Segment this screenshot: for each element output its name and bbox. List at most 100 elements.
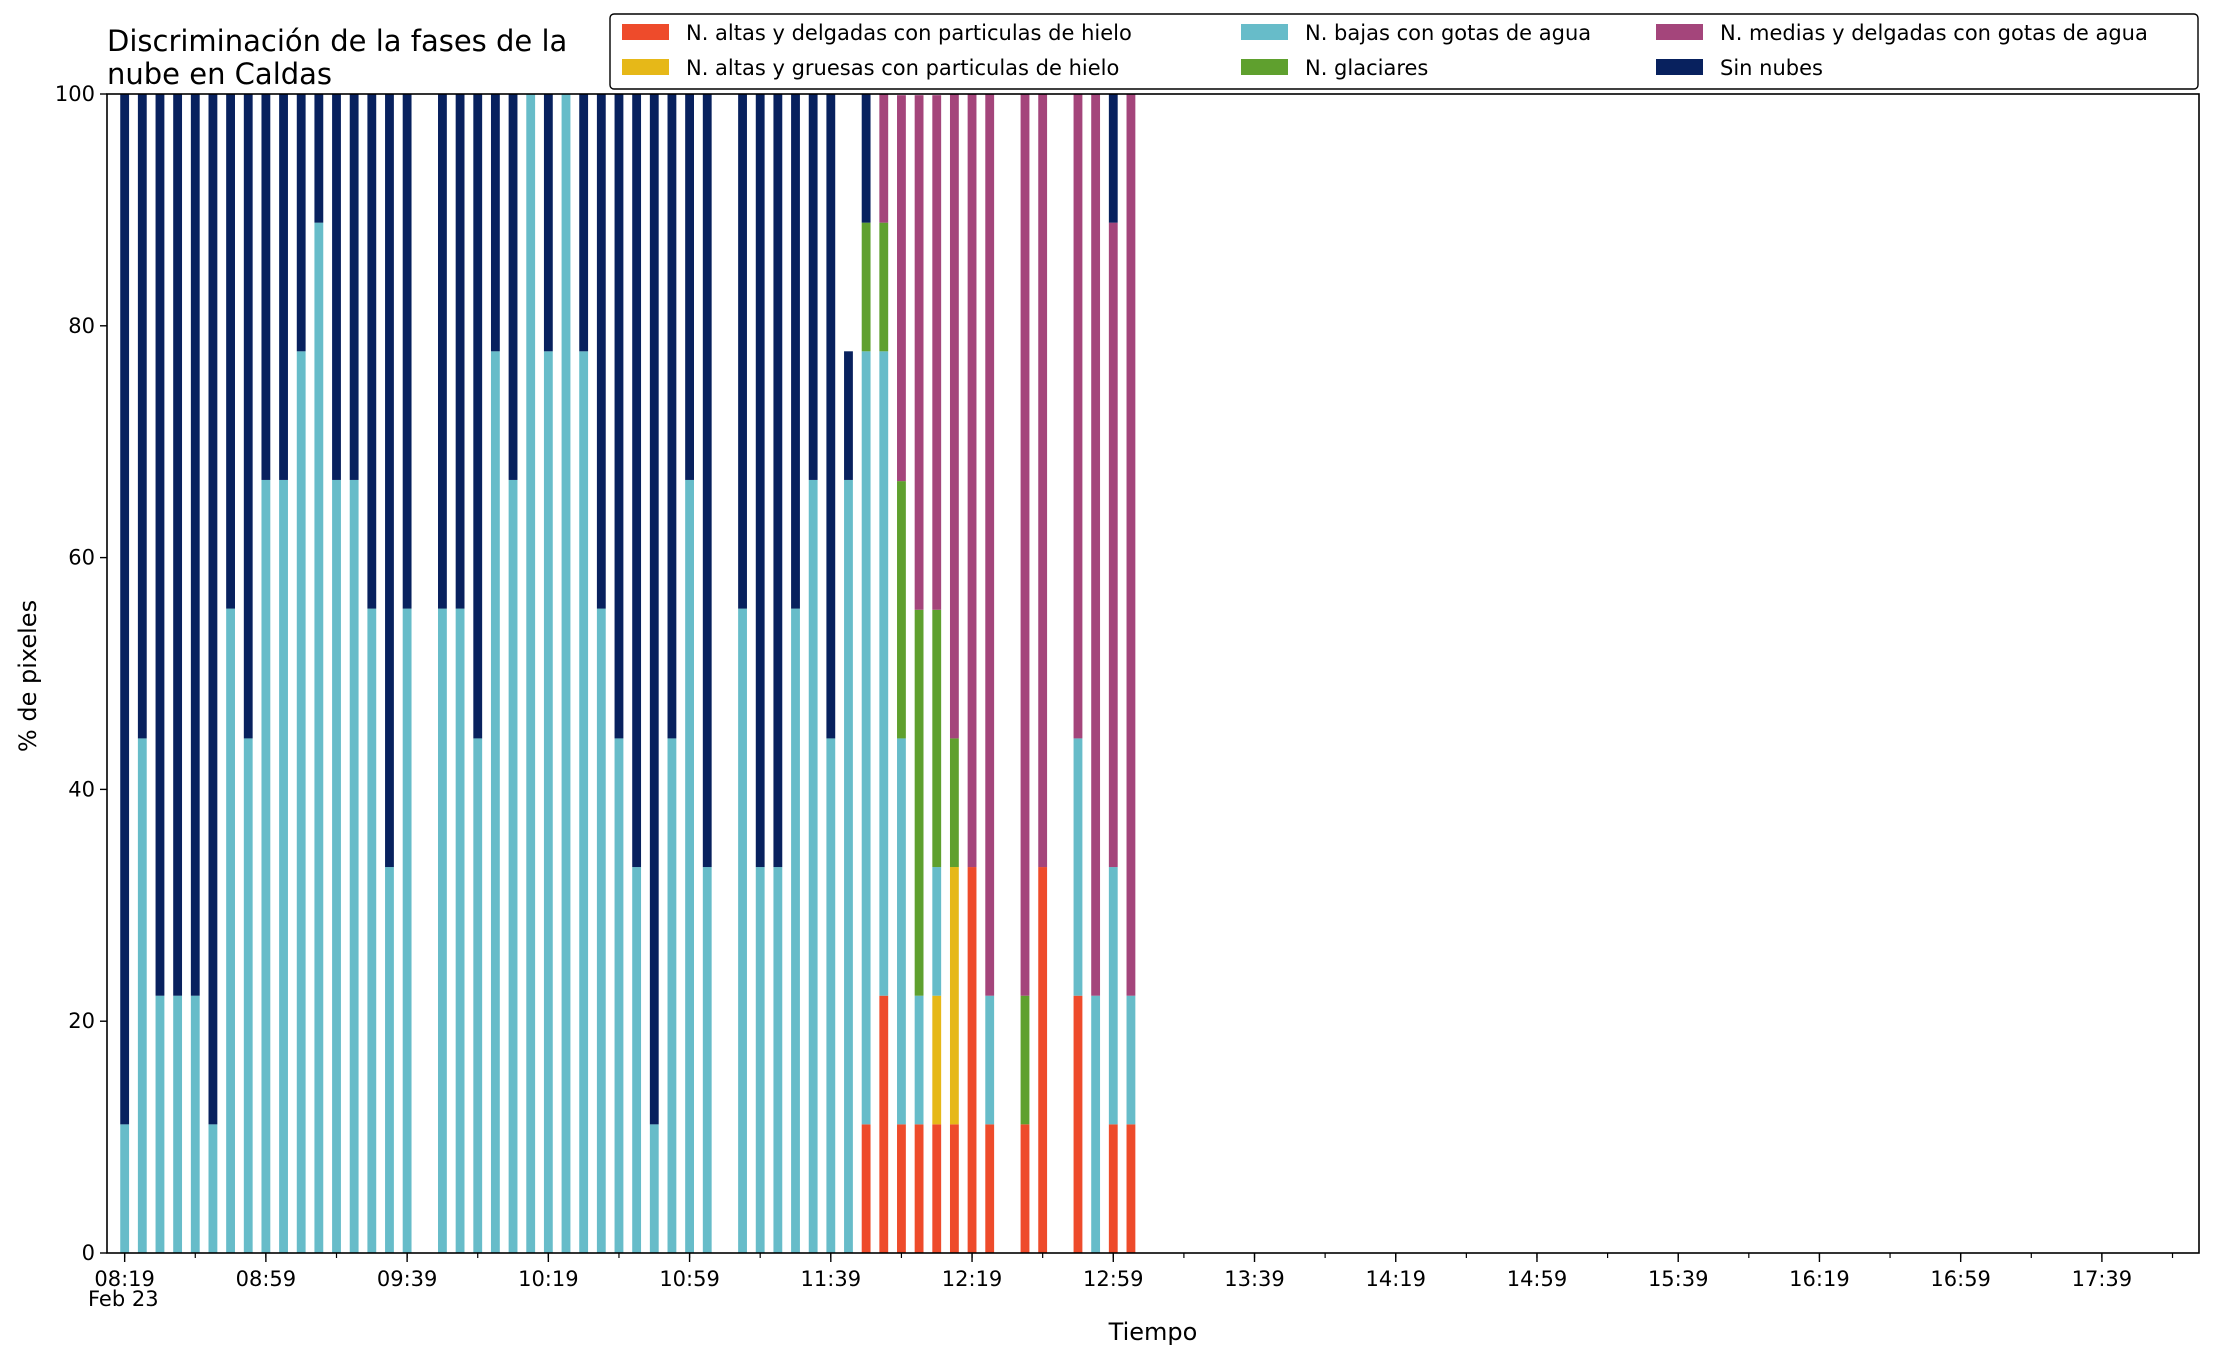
bar-segment-sin_nubes (632, 94, 642, 868)
bar-stack-1144 (844, 351, 853, 1253)
bar-stack-1014 (526, 94, 536, 1253)
bar-segment-altas_gruesas (949, 867, 959, 1125)
bar-segment-bajas (1108, 867, 1118, 1125)
bar-segment-medias (897, 95, 906, 482)
bar-segment-sin_nubes (173, 94, 183, 996)
bar-segment-sin_nubes (226, 94, 235, 609)
bar-stack-1124 (773, 94, 783, 1253)
bar-segment-bajas (226, 608, 235, 1253)
bar-stack-1009 (508, 94, 518, 1253)
x-tick-label: 15:39 (1648, 1267, 1709, 1291)
bar-segment-sin_nubes (455, 94, 465, 609)
bar-segment-medias (1091, 94, 1101, 996)
bar-segment-sin_nubes (473, 94, 483, 739)
bar-stack-0854 (243, 94, 253, 1253)
bar-segment-sin_nubes (296, 94, 306, 352)
bar-segment-medias (1073, 94, 1083, 739)
x-tick-label: 17:39 (2072, 1267, 2133, 1291)
bar-segment-bajas (243, 738, 253, 1253)
bar-segment-bajas (385, 867, 394, 1253)
bar-segment-bajas (914, 995, 924, 1125)
bar-segment-altas_delgadas (1108, 1124, 1118, 1253)
bar-segment-bajas (1073, 738, 1083, 996)
bar-stack-0959 (473, 94, 483, 1253)
bar-segment-sin_nubes (137, 94, 147, 739)
bar-segment-bajas (632, 867, 642, 1253)
legend: N. altas y delgadas con particulas de hi… (609, 13, 2199, 90)
legend-label: N. altas y gruesas con particulas de hie… (686, 56, 1119, 80)
bar-stack-1209 (932, 95, 942, 1253)
bar-segment-sin_nubes (596, 94, 606, 609)
bar-stack-1029 (579, 94, 589, 1253)
bar-segment-sin_nubes (385, 94, 394, 868)
bar-stack-1059 (685, 94, 694, 1253)
bar-segment-bajas (791, 608, 800, 1253)
bar-segment-glaciares (932, 609, 942, 868)
bar-stack-1019 (543, 94, 553, 1253)
bar-segment-sin_nubes (261, 94, 271, 480)
bar-segment-sin_nubes (738, 94, 747, 609)
bar-segment-bajas (755, 867, 765, 1253)
bar-segment-sin_nubes (826, 94, 836, 739)
bar-segment-bajas (314, 222, 324, 1253)
bar-segment-bajas (490, 351, 500, 1253)
bar-segment-sin_nubes (243, 94, 253, 739)
bar-segment-sin_nubes (773, 94, 783, 868)
bar-segment-altas_delgadas (879, 995, 889, 1253)
bar-segment-bajas (844, 479, 853, 1253)
bar-stack-0819 (120, 94, 130, 1253)
bar-stack-0859 (261, 94, 271, 1253)
legend-item: N. altas y gruesas con particulas de hie… (622, 56, 1119, 80)
bar-segment-bajas (773, 867, 783, 1253)
bar-stack-1114 (738, 94, 747, 1253)
bar-stack-1044 (632, 94, 642, 1253)
chart-title-line-2: nube en Caldas (107, 57, 332, 91)
bar-stack-0844 (208, 94, 218, 1253)
bar-segment-altas_delgadas (932, 1124, 942, 1253)
bar-stack-1134 (808, 94, 818, 1253)
legend-item: N. glaciares (1241, 56, 1428, 80)
bar-segment-bajas (579, 351, 589, 1253)
x-tick-label: 11:39 (801, 1267, 862, 1291)
bar-stack-1004 (490, 94, 500, 1253)
bar-segment-sin_nubes (667, 94, 677, 739)
bar-segment-bajas (526, 94, 536, 1253)
bar-segment-bajas (543, 351, 553, 1253)
bar-segment-medias (967, 94, 977, 868)
plot-frame (106, 93, 2200, 1254)
bar-stack-0904 (279, 94, 288, 1253)
x-tick-label: 08:59 (236, 1267, 297, 1291)
bar-segment-altas_delgadas (1020, 1124, 1030, 1253)
legend-swatch (1656, 24, 1703, 40)
bar-segment-sin_nubes (314, 94, 324, 223)
bar-stack-1219 (967, 94, 977, 1253)
y-axis-label: % de pixeles (14, 600, 42, 752)
bar-segment-altas_delgadas (914, 1124, 924, 1253)
bar-stack-1129 (791, 94, 800, 1253)
bar-segment-medias (1126, 94, 1136, 996)
legend-box (609, 13, 2199, 90)
bar-segment-glaciares (1020, 995, 1030, 1125)
legend-label: N. glaciares (1305, 56, 1428, 80)
y-tick-label: 60 (68, 546, 95, 570)
bar-segment-bajas (208, 1124, 218, 1253)
bar-segment-bajas (455, 608, 465, 1253)
y-tick-label: 40 (68, 777, 95, 801)
bar-stack-1104 (702, 94, 712, 1253)
bar-segment-sin_nubes (349, 94, 359, 480)
legend-swatch (622, 59, 669, 75)
x-tick-label: 13:39 (1224, 1267, 1285, 1291)
y-tick-label: 20 (68, 1009, 95, 1033)
bar-stack-0829 (155, 94, 165, 1253)
bar-segment-altas_delgadas (861, 1124, 871, 1253)
bar-segment-medias (1038, 94, 1048, 868)
bar-segment-medias (879, 94, 889, 223)
bar-segment-sin_nubes (614, 94, 624, 739)
x-date-label: Feb 23 (88, 1287, 159, 1311)
bar-segment-sin_nubes (367, 94, 377, 609)
bar-segment-bajas (508, 479, 518, 1253)
bar-stack-1259 (1108, 94, 1118, 1253)
bar-segment-sin_nubes (279, 94, 288, 480)
bar-segment-glaciares (861, 222, 871, 352)
